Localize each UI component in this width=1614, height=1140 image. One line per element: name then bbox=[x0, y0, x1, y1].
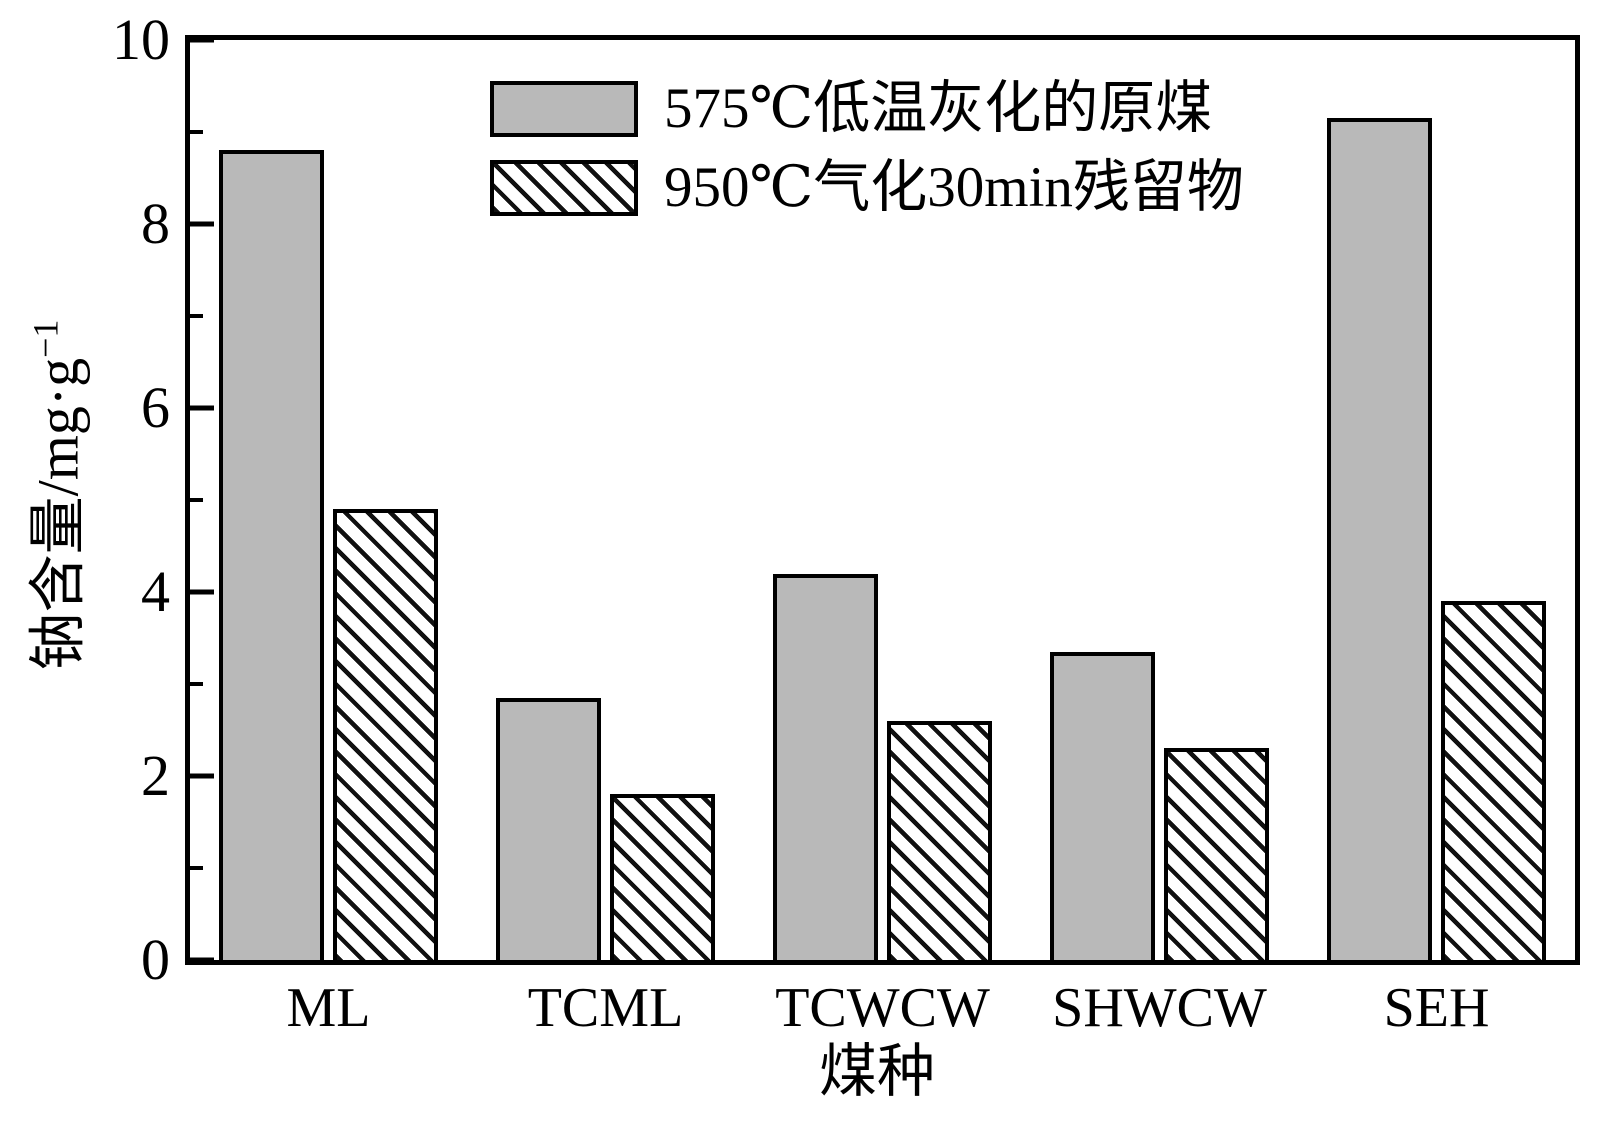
legend: 575℃低温灰化的原煤 950℃气化30min残留物 bbox=[490, 80, 1244, 216]
y-tick-label-8: 8 bbox=[141, 191, 170, 256]
y-axis-title-text: 钠含量/mg·g bbox=[25, 357, 91, 671]
legend-swatch-residue bbox=[490, 159, 638, 216]
y-tick-label-0: 0 bbox=[141, 927, 170, 992]
bar-SHWCW-raw-coal bbox=[1050, 651, 1156, 960]
x-axis-title: 煤种 bbox=[818, 1039, 936, 1104]
y-major-tick-4 bbox=[190, 589, 214, 595]
bar-SEH-residue bbox=[1440, 601, 1546, 960]
y-major-tick-8 bbox=[190, 221, 214, 227]
x-category-label-TCML: TCML bbox=[527, 977, 684, 1039]
x-category-label-TCWCW: TCWCW bbox=[775, 977, 990, 1039]
bar-TCML-raw-coal bbox=[496, 697, 602, 960]
y-minor-tick-1 bbox=[190, 866, 203, 870]
bar-SHWCW-residue bbox=[1163, 748, 1269, 960]
plot-area: 575℃低温灰化的原煤 950℃气化30min残留物 0 2 4 6 8 10 ML TCML… bbox=[112, 11, 1580, 1036]
legend-item-residue: 950℃气化30min残留物 bbox=[490, 159, 1244, 216]
legend-label-raw-coal: 575℃低温灰化的原煤 bbox=[664, 77, 1213, 140]
bar-ML-raw-coal bbox=[219, 150, 325, 960]
y-minor-tick-9 bbox=[190, 130, 203, 134]
y-minor-tick-3 bbox=[190, 682, 203, 686]
x-category-label-SHWCW: SHWCW bbox=[1052, 977, 1267, 1039]
y-major-tick-2 bbox=[190, 773, 214, 779]
legend-item-raw-coal: 575℃低温灰化的原煤 bbox=[490, 80, 1244, 137]
y-tick-label-10: 10 bbox=[112, 7, 170, 72]
y-major-tick-6 bbox=[190, 405, 214, 411]
y-tick-label-6: 6 bbox=[141, 375, 170, 440]
bar-TCWCW-raw-coal bbox=[773, 573, 879, 960]
y-major-tick-0 bbox=[190, 957, 214, 963]
bar-TCML-residue bbox=[609, 794, 715, 960]
x-category-label-SEH: SEH bbox=[1383, 977, 1490, 1039]
legend-swatch-raw-coal bbox=[490, 80, 638, 137]
y-tick-label-2: 2 bbox=[141, 743, 170, 808]
y-major-tick-10 bbox=[190, 37, 214, 43]
y-minor-tick-5 bbox=[190, 498, 203, 502]
y-minor-tick-7 bbox=[190, 314, 203, 318]
x-category-label-ML: ML bbox=[286, 977, 371, 1039]
bar-SEH-raw-coal bbox=[1327, 118, 1433, 960]
legend-label-residue: 950℃气化30min残留物 bbox=[664, 156, 1244, 219]
y-axis-title: 钠含量/mg·g−1 bbox=[25, 319, 90, 671]
y-tick-label-4: 4 bbox=[141, 559, 170, 624]
bar-TCWCW-residue bbox=[886, 720, 992, 960]
y-axis-title-exponent: −1 bbox=[25, 319, 66, 358]
bar-ML-residue bbox=[332, 509, 438, 960]
